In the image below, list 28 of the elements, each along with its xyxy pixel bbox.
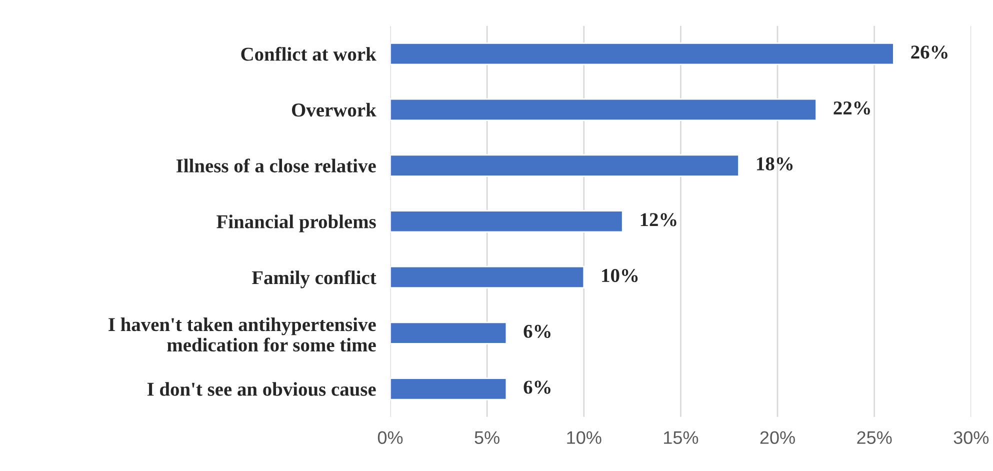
y-tick-label: I don't see an obvious cause bbox=[147, 382, 376, 396]
y-tick-label: I haven't taken antihypertensive medication for some time bbox=[108, 317, 376, 352]
data-label: 6% bbox=[524, 324, 550, 338]
bar bbox=[390, 322, 508, 344]
x-tick-label: 5% bbox=[474, 431, 500, 444]
y-tick-label: Illness of a close relative bbox=[176, 158, 376, 172]
y-tick-label: Family conflict bbox=[252, 270, 376, 288]
data-label: 22% bbox=[834, 101, 870, 115]
x-tick-label: 30% bbox=[954, 431, 989, 444]
data-label: 10% bbox=[602, 268, 638, 282]
x-tick-label: 20% bbox=[760, 431, 795, 444]
bar bbox=[390, 154, 740, 177]
bar bbox=[390, 378, 508, 400]
bar bbox=[390, 266, 585, 289]
data-label: 26% bbox=[911, 46, 948, 59]
y-tick-label: Conflict at work bbox=[241, 46, 376, 61]
bar bbox=[390, 98, 817, 121]
bar bbox=[390, 210, 624, 233]
y-tick-label: Overwork bbox=[292, 102, 376, 117]
y-tick-label: Financial problems bbox=[216, 214, 376, 232]
x-tick-label: 25% bbox=[857, 431, 892, 444]
x-tick-label: 15% bbox=[664, 431, 698, 444]
x-tick-label: 10% bbox=[567, 431, 602, 444]
x-tick-label: 0% bbox=[378, 431, 403, 444]
data-label: 6% bbox=[524, 380, 550, 394]
data-label: 12% bbox=[640, 213, 676, 226]
bar bbox=[390, 42, 894, 66]
data-label: 18% bbox=[757, 157, 793, 170]
